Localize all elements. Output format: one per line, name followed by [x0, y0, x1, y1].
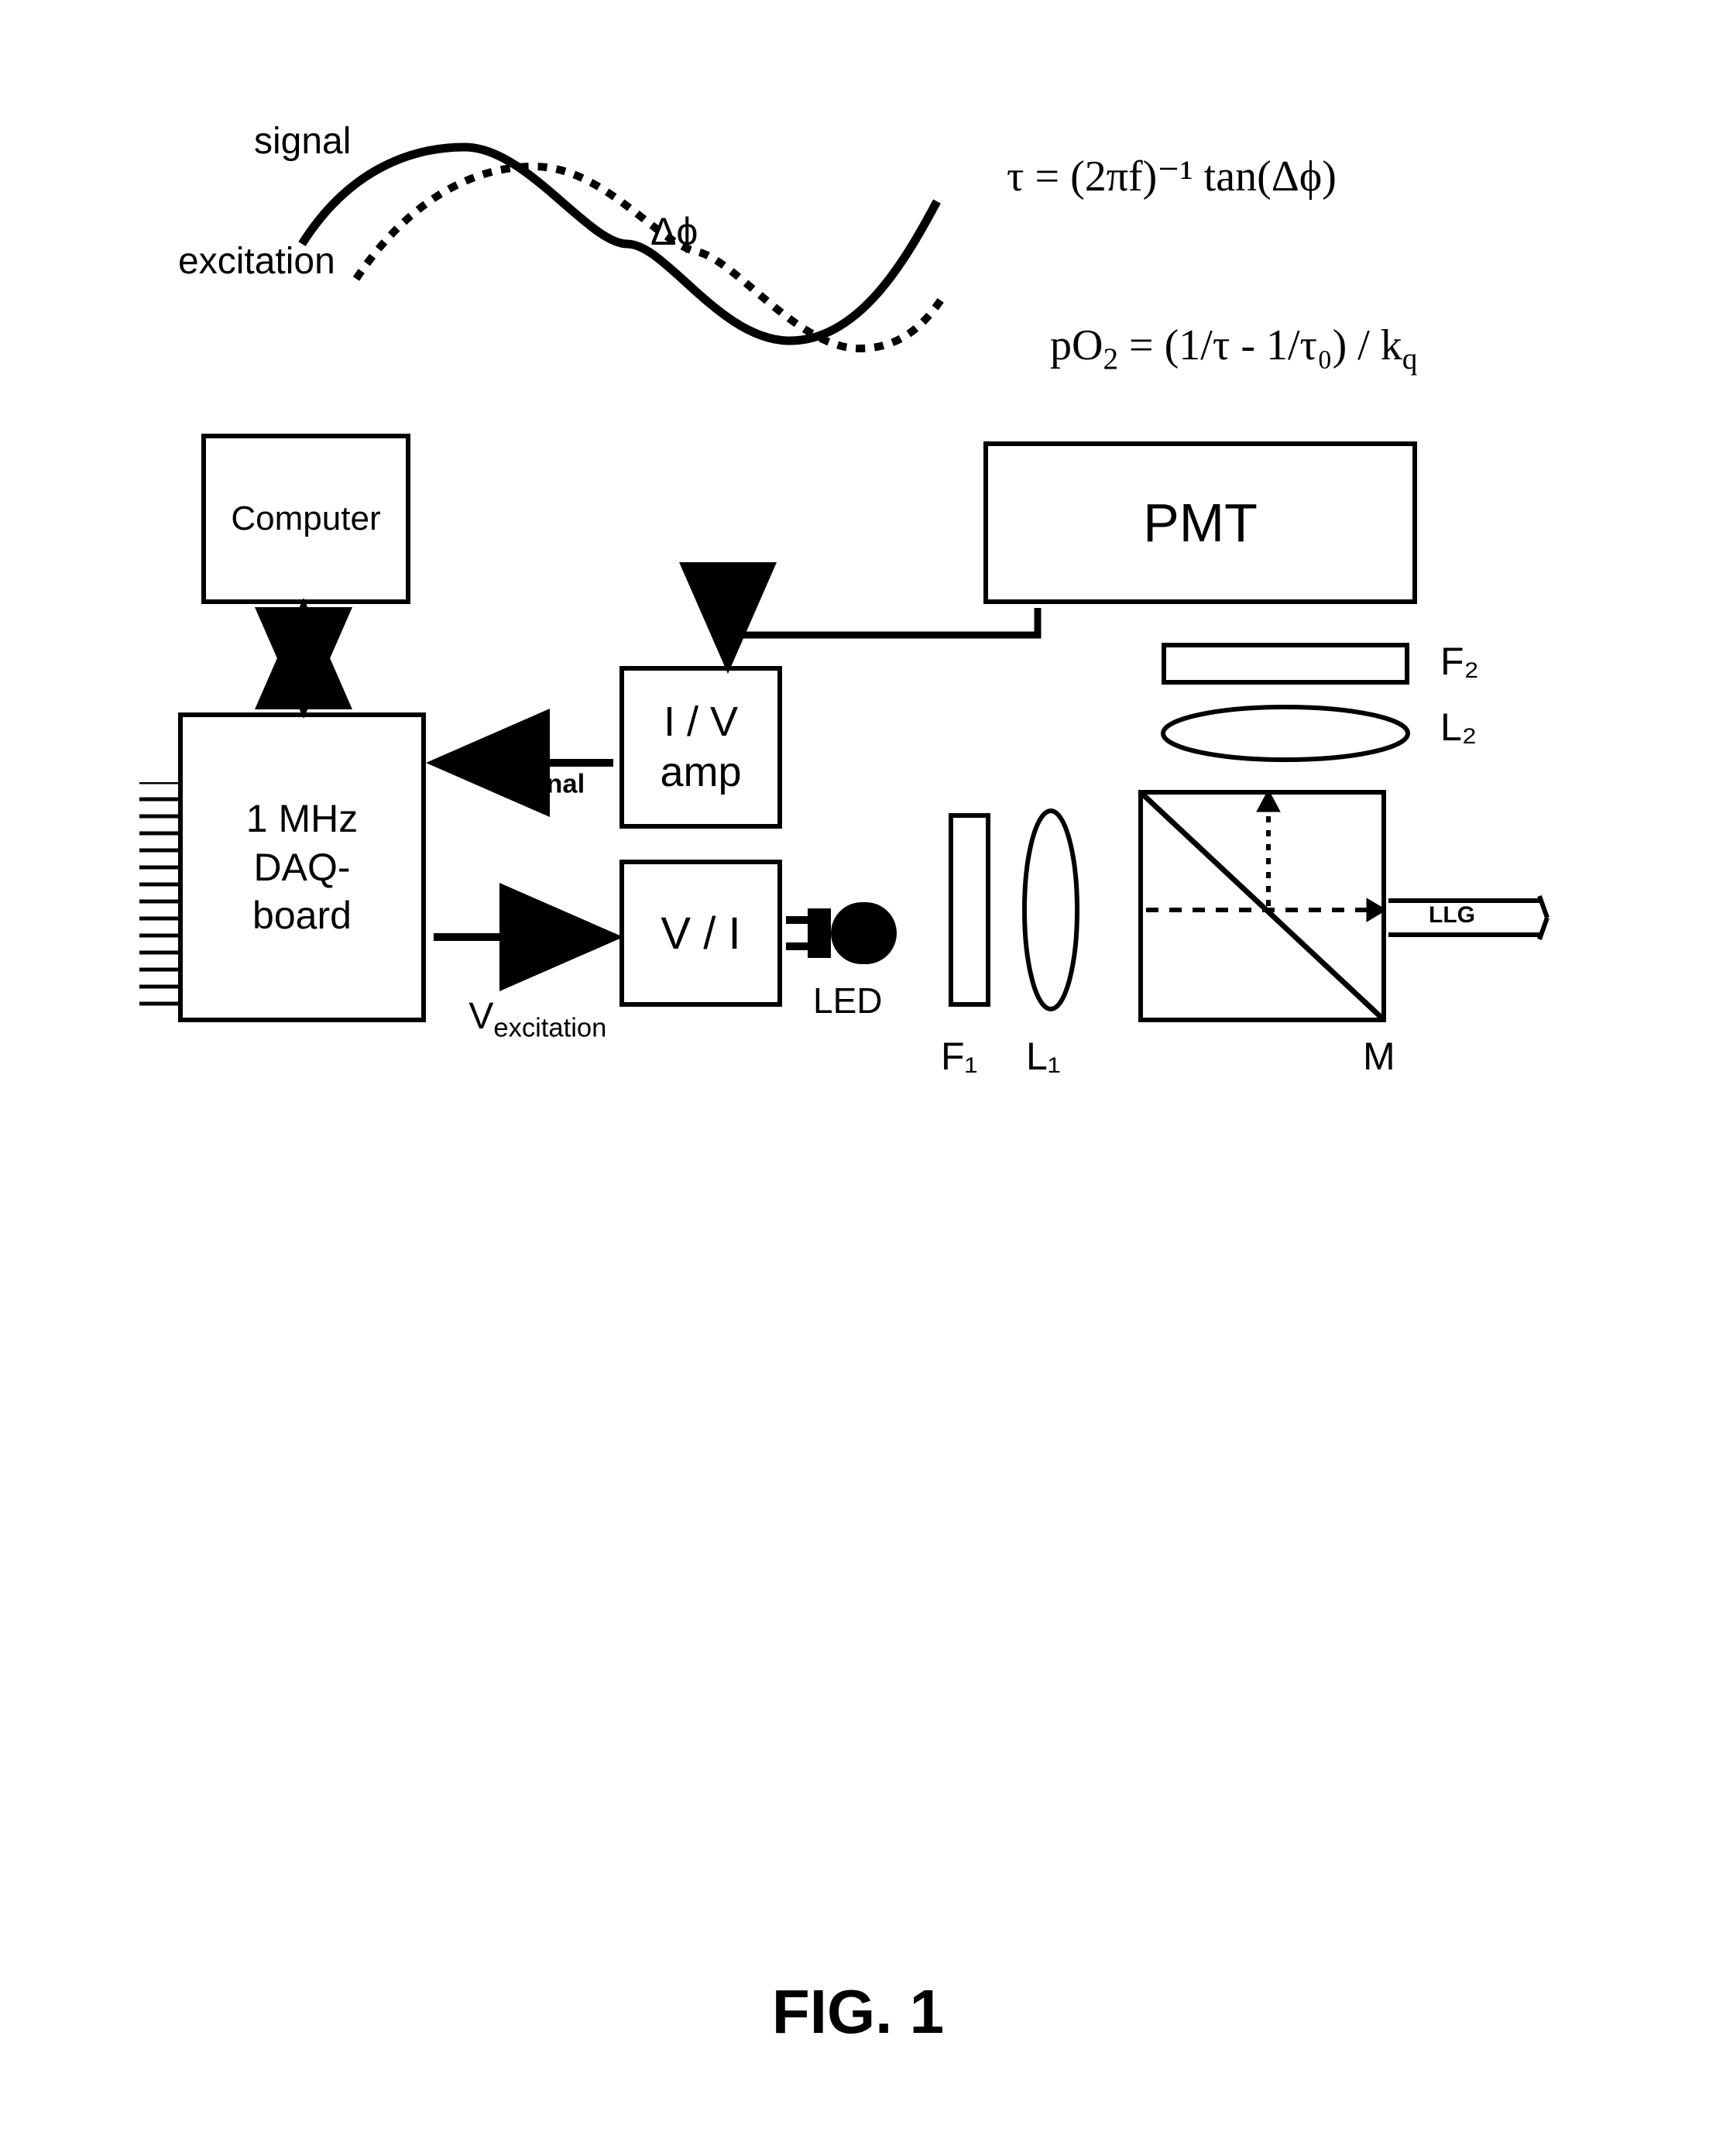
daq-connector-icon: [139, 782, 182, 1014]
diagram-canvas: signal excitation Δϕ τ = (2πf)⁻¹ tan(Δϕ)…: [186, 108, 1549, 2044]
v-signal-label: Vsignal: [441, 709, 585, 843]
v-excitation-label: Vexcitation: [427, 953, 606, 1087]
arrow-layer: [186, 108, 1549, 1193]
figure-caption: FIG. 1: [0, 1976, 1716, 2048]
